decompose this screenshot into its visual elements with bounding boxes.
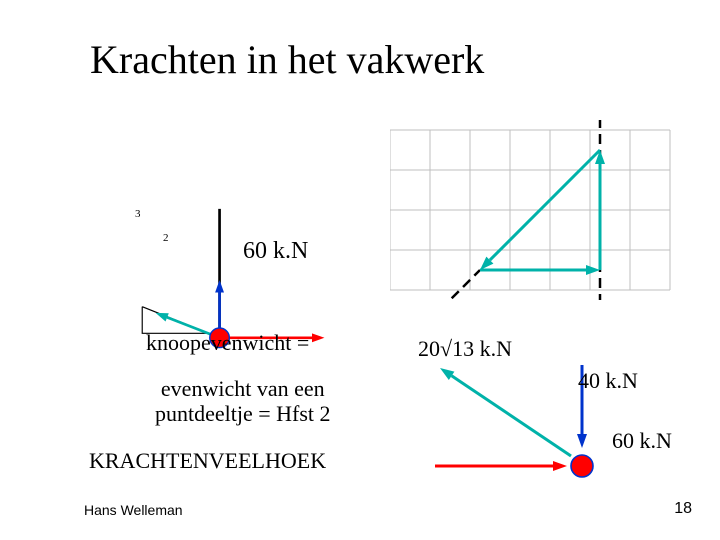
grid-diagram xyxy=(390,120,700,300)
text-evenwicht: evenwicht van een puntdeeltje = Hfst 2 xyxy=(155,376,331,427)
footer-page-number: 18 xyxy=(674,500,692,518)
text-knoopevenwicht: knoopevenwicht = xyxy=(146,330,309,356)
label-60kn-top: 60 k.N xyxy=(243,238,308,265)
footer-author: Hans Welleman xyxy=(84,502,183,518)
text-evenwicht-line1: evenwicht van een xyxy=(161,376,325,401)
sqrt-icon: √ xyxy=(440,336,452,361)
text-krachtenveelhoek: KRACHTENVEELHOEK xyxy=(89,448,326,474)
label-20sqrt13: 20√13 k.N xyxy=(418,336,512,362)
label-60kn-bottom: 60 k.N xyxy=(612,428,672,454)
label-dim-3: 3 xyxy=(135,208,141,220)
label-20sqrt13-pre: 20 xyxy=(418,336,440,361)
page-title: Krachten in het vakwerk xyxy=(90,36,484,83)
label-40kn: 40 k.N xyxy=(578,368,638,394)
label-20sqrt13-post: 13 k.N xyxy=(452,336,512,361)
text-evenwicht-line2: puntdeeltje = Hfst 2 xyxy=(155,401,331,426)
label-dim-2: 2 xyxy=(163,232,169,244)
node-diagram xyxy=(110,200,220,290)
